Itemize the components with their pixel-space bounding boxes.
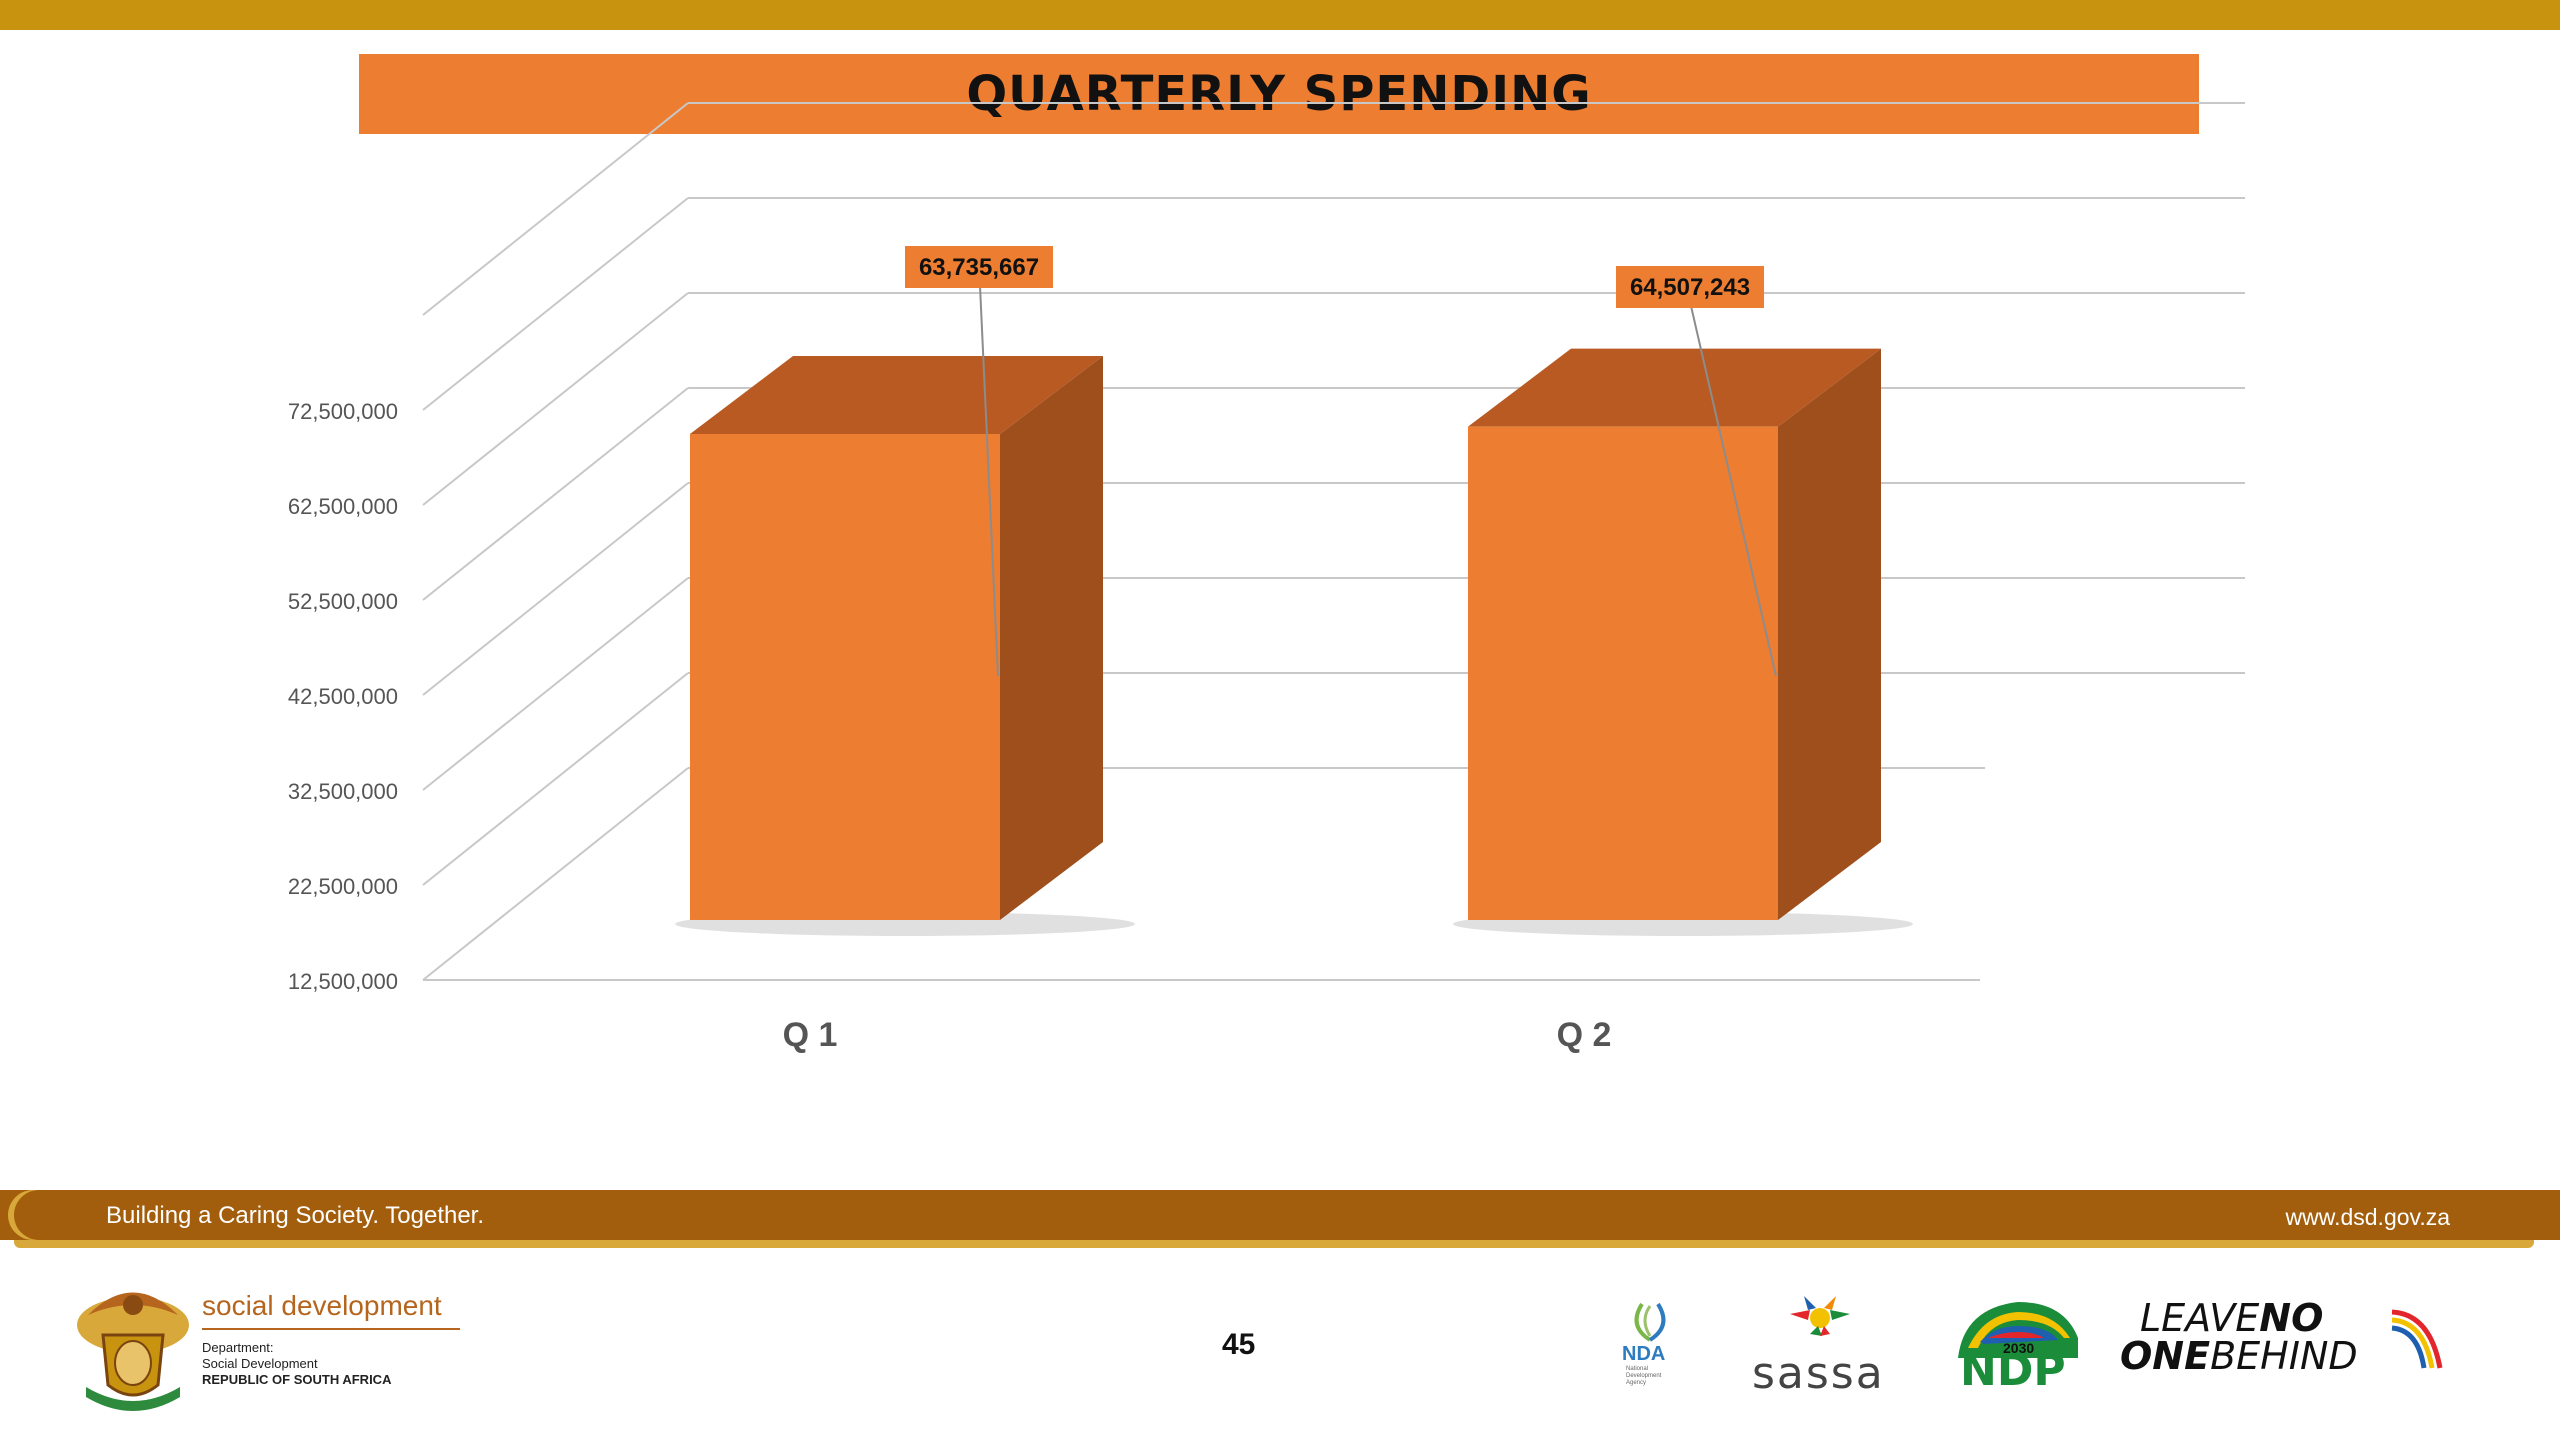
gridline-diagonal: [422, 672, 689, 886]
nda-sub-line-3: Agency: [1626, 1380, 1647, 1386]
footer-slogan: Building a Caring Society. Together.: [106, 1202, 485, 1229]
department-rule: [202, 1328, 460, 1330]
footer-website-link[interactable]: www.dsd.gov.za: [2285, 1204, 2450, 1230]
x-tick-label: Q 2: [1557, 1016, 1612, 1054]
lnob-logo-line-2: ONEBEHIND: [2120, 1334, 2358, 1378]
y-tick-label: 22,500,000: [288, 874, 398, 899]
data-label: 64,507,243: [1630, 274, 1750, 301]
chart-bars: [675, 348, 1913, 936]
footer-band-cap: [14, 1190, 74, 1240]
gridline-diagonal: [422, 767, 689, 981]
data-label-box: [905, 246, 1053, 288]
y-tick-label: 52,500,000: [288, 589, 398, 614]
lnob-behind: BEHIND: [2210, 1334, 2358, 1378]
data-label: 63,735,667: [919, 254, 1039, 281]
y-tick-label: 62,500,000: [288, 494, 398, 519]
bar-top-face: [690, 356, 1103, 434]
coat-of-arms-icon: [77, 1292, 189, 1411]
nda-sub-line-2: Development: [1626, 1373, 1662, 1379]
gridline-diagonal: [422, 387, 689, 601]
department-line-1: Department:: [202, 1340, 274, 1355]
nda-sub-line-1: National: [1626, 1366, 1649, 1372]
bar-side-face: [1778, 348, 1881, 920]
footer-band: [0, 1190, 2560, 1240]
data-label-leader: [1690, 305, 1777, 677]
y-tick-label: 12,500,000: [288, 969, 398, 994]
y-tick-label: 32,500,000: [288, 779, 398, 804]
nda-swirl-icon: [1634, 1302, 1666, 1342]
lnob-no: NO: [2259, 1296, 2324, 1340]
gridline-diagonal: [422, 577, 689, 791]
x-tick-label: Q 1: [783, 1016, 838, 1054]
y-axis-ticks: 12,500,000 22,500,000 32,500,000 42,500,000…: [288, 399, 398, 994]
bar-side-face: [1000, 356, 1103, 920]
lnob-one: ONE: [2120, 1334, 2211, 1378]
ndp-logo-text: NDP: [1960, 1345, 2066, 1396]
sassa-logo-text: sassa: [1752, 1348, 1885, 1399]
bar-front-face: [1468, 426, 1778, 920]
department-line-2: Social Development: [202, 1356, 318, 1371]
sassa-hands-icon: [1790, 1296, 1850, 1336]
chart-title: QUARTERLY SPENDING: [966, 66, 1592, 122]
gridline-diagonal: [422, 197, 689, 411]
gridline-diagonal: [422, 482, 689, 696]
data-label-leader: [979, 285, 999, 677]
footer-underline: [14, 1240, 2534, 1248]
gridline-diagonal: [422, 292, 689, 506]
lnob-leave: LEAVE: [2140, 1296, 2260, 1340]
nda-logo-text: NDA: [1622, 1343, 1666, 1365]
y-tick-label: 42,500,000: [288, 684, 398, 709]
chart-data-labels: 63,735,667 64,507,243: [905, 246, 1777, 677]
data-label-box: [1616, 266, 1764, 308]
lnob-logo-line-1: LEAVENO: [2140, 1296, 2323, 1340]
department-name: social development: [202, 1290, 442, 1321]
bar-front-face: [690, 434, 1000, 920]
bar-1: [675, 356, 1135, 936]
gridline-diagonal-top: [422, 102, 689, 316]
x-axis-ticks: Q 1 Q 2: [783, 1016, 1612, 1054]
nda-logo-subtext: National Development Agency: [1626, 1366, 1661, 1387]
ndp-logo-year: 2030: [2003, 1340, 2035, 1356]
top-accent-bar: [0, 0, 2560, 30]
bar-top-face: [1468, 348, 1881, 427]
y-tick-label: 72,500,000: [288, 399, 398, 424]
page-number: 45: [1222, 1328, 1256, 1361]
ndp-flag-icon: [1958, 1302, 2078, 1358]
department-line-3: REPUBLIC OF SOUTH AFRICA: [202, 1372, 392, 1387]
lnob-swoosh-icon: [2391, 1309, 2443, 1369]
bar-2: [1453, 348, 1913, 936]
